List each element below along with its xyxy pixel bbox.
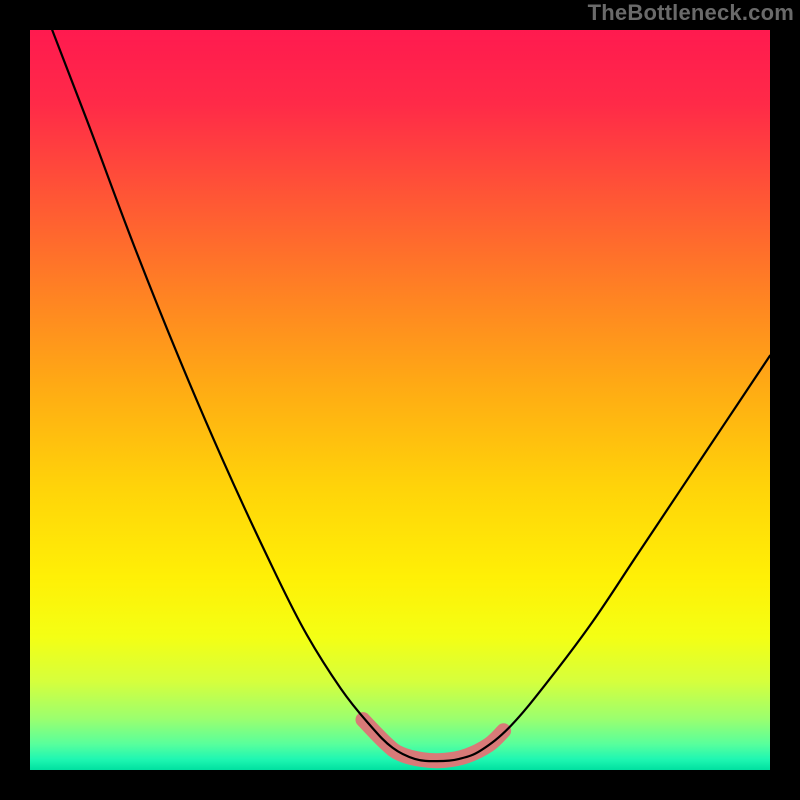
watermark-text: TheBottleneck.com	[588, 0, 794, 26]
gradient-background	[30, 30, 770, 770]
bottleneck-chart	[0, 0, 800, 800]
